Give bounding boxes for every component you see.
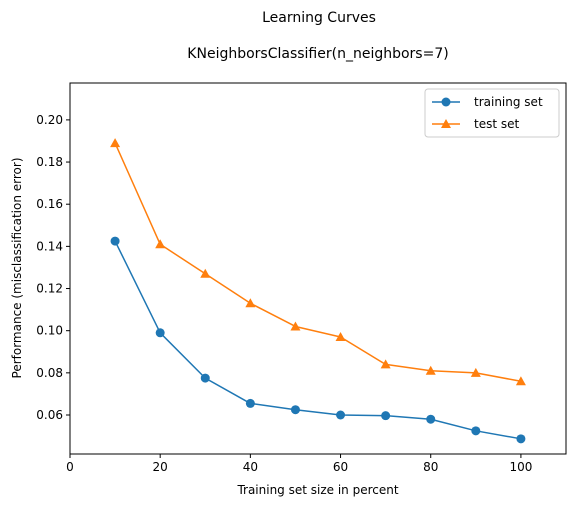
x-tick-label: 20 (153, 460, 168, 474)
data-point-test-set (155, 239, 166, 249)
x-axis: 0 20 40 60 80 100 (66, 454, 532, 474)
axes-frame (69, 82, 567, 455)
legend: training set test set (424, 88, 560, 138)
data-point-training-set (200, 373, 210, 383)
chart-suptitle: Learning Curves (262, 10, 376, 26)
data-point-test-set (515, 376, 526, 386)
data-point-training-set (155, 328, 165, 338)
series-line-training-set (114, 240, 522, 440)
y-axis: 0.06 0.08 0.10 0.12 0.14 0.16 0.18 0.20 (36, 113, 70, 422)
y-tick-label: 0.18 (36, 155, 63, 169)
x-tick-label: 80 (423, 460, 438, 474)
data-point-test-set (335, 332, 346, 342)
x-tick-label: 60 (333, 460, 348, 474)
data-point-training-set (110, 236, 120, 246)
data-point-test-set (110, 138, 121, 148)
data-point-test-set (200, 268, 211, 278)
data-point-training-set (471, 426, 481, 436)
legend-label-test: test set (474, 117, 519, 131)
data-point-training-set (245, 398, 255, 408)
data-point-training-set (336, 410, 346, 420)
data-point-test-set (470, 367, 481, 377)
y-tick-label: 0.14 (36, 239, 63, 253)
y-tick-label: 0.20 (36, 113, 63, 127)
data-point-training-set (516, 434, 526, 444)
legend-marker-training (441, 97, 451, 107)
legend-marker-test (441, 119, 451, 128)
data-point-test-set (290, 321, 301, 331)
data-point-test-set (425, 365, 436, 375)
plot-area (110, 138, 526, 444)
y-tick-label: 0.10 (36, 324, 63, 338)
data-point-test-set (380, 359, 391, 369)
data-point-training-set (381, 411, 391, 421)
x-axis-label: Training set size in percent (236, 483, 398, 497)
data-point-training-set (290, 405, 300, 415)
chart-title: KNeighborsClassifier(n_neighbors=7) (187, 46, 448, 62)
y-tick-label: 0.08 (36, 366, 63, 380)
x-tick-label: 0 (66, 460, 74, 474)
y-axis-label: Performance (misclassification error) (10, 158, 24, 379)
x-tick-label: 100 (509, 460, 532, 474)
series-line-test-set (114, 142, 522, 383)
y-tick-label: 0.16 (36, 197, 63, 211)
data-point-test-set (245, 298, 256, 308)
data-point-training-set (426, 414, 436, 424)
legend-label-training: training set (474, 95, 543, 109)
legend-box (424, 88, 560, 138)
y-tick-label: 0.06 (36, 408, 63, 422)
x-tick-label: 40 (243, 460, 258, 474)
y-tick-label: 0.12 (36, 282, 63, 296)
